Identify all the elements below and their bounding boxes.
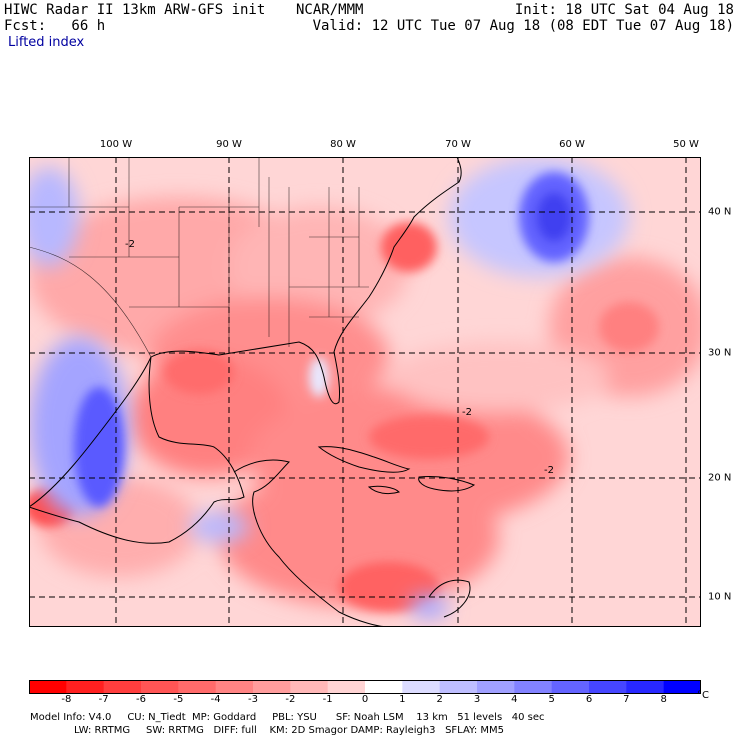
colorbar-tick-label: 6 bbox=[585, 694, 593, 705]
lon-label-80w: 80 W bbox=[330, 139, 356, 150]
contour-label: -2 bbox=[125, 239, 135, 250]
lat-label-20n: 20 N bbox=[708, 472, 732, 484]
lon-label-100w: 100 W bbox=[99, 139, 133, 150]
colorbar-swatch bbox=[327, 680, 366, 694]
graticule bbox=[29, 157, 701, 627]
model-info-line2: LW: RRTMG SW: RRTMG DIFF: full KM: 2D Sm… bbox=[74, 725, 504, 736]
colorbar-swatch bbox=[589, 680, 627, 694]
colorbar-tick-label: -6 bbox=[136, 694, 146, 705]
colorbar-swatch bbox=[365, 680, 403, 694]
colorbar-tick-label: -4 bbox=[210, 694, 221, 705]
contour-label: -2 bbox=[462, 407, 472, 418]
lifted-index-map: -2 -2 -2 bbox=[29, 157, 701, 627]
colorbar-tick-label: -7 bbox=[98, 694, 109, 705]
organization-label: NCAR/MMM bbox=[296, 2, 364, 18]
colorbar-tick-label: 5 bbox=[548, 694, 555, 705]
colorbar-swatch bbox=[178, 680, 217, 694]
colorbar-tick-label: 7 bbox=[623, 694, 630, 705]
lon-label-50w: 50 W bbox=[673, 139, 699, 150]
colorbar-swatch bbox=[103, 680, 142, 694]
lon-label-60w: 60 W bbox=[559, 139, 585, 150]
colorbar-tick-label: 2 bbox=[436, 694, 443, 705]
colorbar-swatch bbox=[626, 680, 665, 694]
colorbar-tick-label: -1 bbox=[322, 694, 333, 705]
political-borders bbox=[29, 157, 369, 358]
colorbar-frame bbox=[29, 680, 701, 694]
colorbar-tick-label: -8 bbox=[61, 694, 72, 705]
forecast-hour: Fcst: 66 h bbox=[4, 18, 106, 34]
contour-label: -2 bbox=[544, 465, 554, 476]
map-title: HIWC Radar II 13km ARW-GFS init bbox=[4, 2, 266, 18]
field-name: Lifted index bbox=[8, 35, 85, 50]
colorbar-tick-label: -5 bbox=[173, 694, 184, 705]
colorbar-tick-label: 4 bbox=[511, 694, 518, 705]
colorbar-tick-label: 0 bbox=[361, 694, 369, 705]
lon-label-70w: 70 W bbox=[445, 139, 471, 150]
colorbar-swatch bbox=[66, 680, 105, 694]
lat-label-40n: 40 N bbox=[708, 206, 732, 218]
valid-time: Valid: 12 UTC Tue 07 Aug 18 (08 EDT Tue … bbox=[312, 18, 734, 34]
colorbar-swatch bbox=[663, 680, 701, 694]
map-frame bbox=[29, 157, 701, 627]
colorbar-swatch bbox=[551, 680, 590, 694]
model-info-line1: Model Info: V4.0 CU: N_Tiedt MP: Goddard… bbox=[30, 712, 545, 723]
colorbar-swatch bbox=[402, 680, 441, 694]
colorbar-tick-label: 3 bbox=[473, 694, 481, 705]
colorbar-swatch bbox=[215, 680, 254, 694]
lat-label-30n: 30 N bbox=[708, 347, 732, 359]
colorbar-unit: °C bbox=[697, 690, 709, 701]
init-time: Init: 18 UTC Sat 04 Aug 18 bbox=[514, 2, 734, 18]
colorbar-swatch bbox=[439, 680, 478, 694]
colorbar-swatch bbox=[253, 680, 291, 694]
colorbar-tick-label: 8 bbox=[660, 694, 667, 705]
colorbar-swatch bbox=[477, 680, 515, 694]
colorbar-tick-label: -3 bbox=[248, 694, 258, 705]
lon-label-90w: 90 W bbox=[216, 139, 242, 150]
lat-label-10n: 10 N bbox=[708, 591, 732, 603]
colorbar-swatch bbox=[29, 680, 67, 694]
colorbar-tick-label: 1 bbox=[399, 694, 406, 705]
colorbar-swatch bbox=[141, 680, 179, 694]
colorbar-tick-label: -2 bbox=[285, 694, 296, 705]
colorbar-swatch bbox=[514, 680, 553, 694]
colorbar bbox=[29, 680, 701, 694]
colorbar-swatch bbox=[290, 680, 329, 694]
